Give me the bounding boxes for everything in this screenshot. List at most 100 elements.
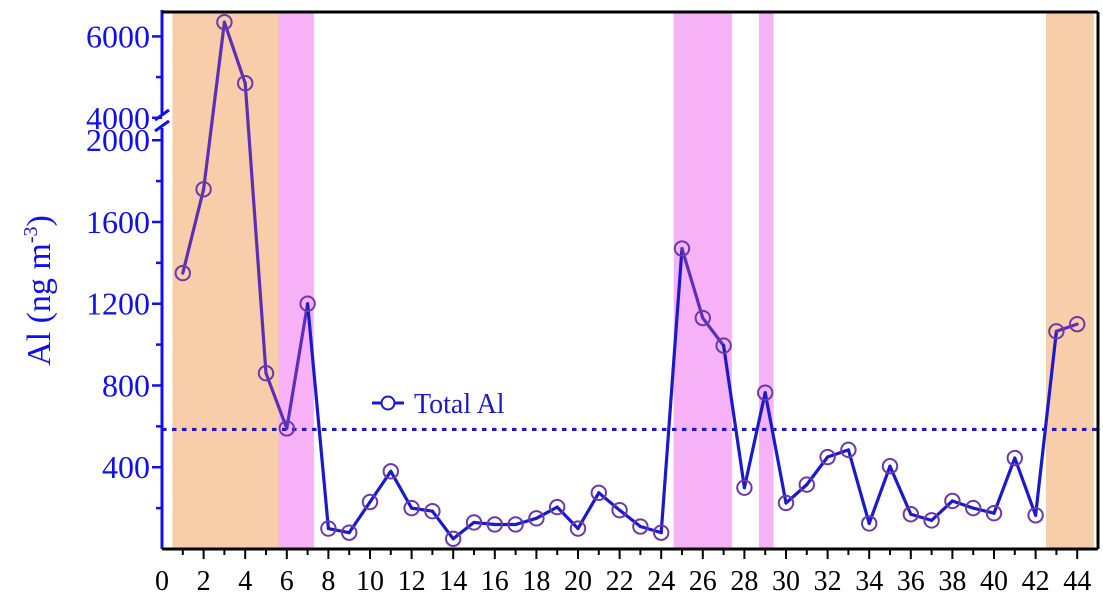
data-point-40 xyxy=(985,505,1003,522)
series-segment-34 xyxy=(867,464,892,526)
shaded-region-2 xyxy=(278,12,314,549)
y-tick-label-1200: 1200 xyxy=(86,286,150,322)
x-tick-label-32: 32 xyxy=(814,566,842,597)
y-tick-label-2000: 2000 xyxy=(86,122,150,158)
data-point-31 xyxy=(798,476,815,493)
series-segment-26 xyxy=(701,316,726,348)
y-axis-break-mark-2 xyxy=(154,119,170,133)
data-point-21 xyxy=(590,484,607,501)
y-axis-label-main: Al (ng m xyxy=(21,243,58,366)
x-tick-label-30: 30 xyxy=(772,566,800,597)
x-tick-label-4: 4 xyxy=(238,566,252,597)
legend: Total Al xyxy=(372,389,505,420)
series-segment-35 xyxy=(888,464,913,516)
data-point-38 xyxy=(944,492,961,510)
x-tick-label-16: 16 xyxy=(481,566,509,597)
series-segment-14 xyxy=(451,520,476,541)
data-point-35 xyxy=(881,458,899,475)
data-point-7 xyxy=(299,295,316,312)
y-axis-label-close: ) xyxy=(21,215,58,226)
series-segment-15 xyxy=(472,520,497,527)
data-point-16 xyxy=(486,516,503,533)
data-point-24 xyxy=(653,524,670,541)
data-point-41 xyxy=(1006,449,1023,467)
data-point-6 xyxy=(278,420,295,437)
series-segment-33 xyxy=(846,448,871,526)
series-segment-31 xyxy=(805,455,830,487)
x-tick-label-14: 14 xyxy=(439,566,467,597)
legend-marker-sample xyxy=(380,395,396,411)
series-segment-21 xyxy=(597,491,622,512)
series-segment-3 xyxy=(222,20,247,85)
series-segment-41 xyxy=(1013,456,1038,517)
data-point-13 xyxy=(424,502,441,520)
data-point-4 xyxy=(237,75,254,92)
shaded-region-5 xyxy=(1046,12,1094,549)
x-tick-label-34: 34 xyxy=(855,566,883,597)
data-point-43 xyxy=(1048,323,1065,340)
data-point-28 xyxy=(736,479,753,496)
series-segment-19 xyxy=(555,505,580,531)
x-tick-label-8: 8 xyxy=(321,566,335,597)
series-segment-24 xyxy=(659,246,684,535)
data-point-12 xyxy=(403,499,420,517)
data-point-19 xyxy=(549,498,566,516)
series-segment-29 xyxy=(763,391,788,505)
x-tick-label-10: 10 xyxy=(356,566,384,597)
series-segment-1 xyxy=(181,187,206,275)
data-point-44 xyxy=(1069,315,1086,333)
series-segment-6 xyxy=(285,302,310,431)
data-point-33 xyxy=(840,441,857,459)
x-tick-label-24: 24 xyxy=(647,566,675,597)
data-point-32 xyxy=(819,448,836,466)
axes xyxy=(152,10,1100,559)
x-tick-label-18: 18 xyxy=(522,566,550,597)
series-segment-42 xyxy=(1033,329,1059,517)
shaded-region-4 xyxy=(758,12,774,549)
series-segment-25 xyxy=(680,246,705,320)
series-segment-8 xyxy=(326,526,351,535)
x-tick-label-36: 36 xyxy=(897,566,925,597)
series-segment-10 xyxy=(368,469,393,504)
data-point-39 xyxy=(965,499,982,517)
x-tick-label-40: 40 xyxy=(980,566,1008,597)
series-segment-40 xyxy=(992,456,1017,515)
y-axis-label: Al (ng m-3) xyxy=(20,215,58,366)
x-tick-label-2: 2 xyxy=(197,566,211,597)
series-line-layer xyxy=(181,20,1079,541)
series-segment-7 xyxy=(306,302,330,531)
data-point-36 xyxy=(902,506,919,523)
data-point-2 xyxy=(195,181,212,198)
y-tick-label-6000: 6000 xyxy=(86,18,150,54)
series-segment-30 xyxy=(784,483,809,505)
x-tick-label-44: 44 xyxy=(1063,566,1091,597)
data-point-29 xyxy=(757,384,774,401)
data-point-30 xyxy=(777,494,795,512)
y-tick-label-800: 800 xyxy=(102,367,150,403)
series-segment-37 xyxy=(929,499,955,522)
series-segment-38 xyxy=(950,499,975,510)
data-point-5 xyxy=(257,365,275,382)
series-segment-13 xyxy=(430,509,455,541)
data-point-10 xyxy=(361,493,379,511)
x-tick-label-6: 6 xyxy=(280,566,294,597)
series-segment-23 xyxy=(638,524,663,535)
data-point-14 xyxy=(445,530,462,547)
x-tick-label-22: 22 xyxy=(606,566,634,597)
y-axis-label-sup: -3 xyxy=(20,226,42,243)
series-segment-2 xyxy=(202,20,226,191)
data-point-42 xyxy=(1027,507,1044,524)
series-segment-27 xyxy=(721,344,747,490)
shaded-region-3 xyxy=(673,12,732,549)
data-point-23 xyxy=(632,518,649,535)
data-point-8 xyxy=(320,520,337,537)
series-marker-layer xyxy=(174,13,1086,547)
x-tick-label-38: 38 xyxy=(938,566,966,597)
data-point-15 xyxy=(465,514,483,531)
series-segment-9 xyxy=(347,500,372,535)
series-segment-5 xyxy=(264,371,289,431)
x-tick-label-28: 28 xyxy=(730,566,758,597)
data-point-18 xyxy=(528,510,545,527)
data-point-9 xyxy=(341,524,358,541)
